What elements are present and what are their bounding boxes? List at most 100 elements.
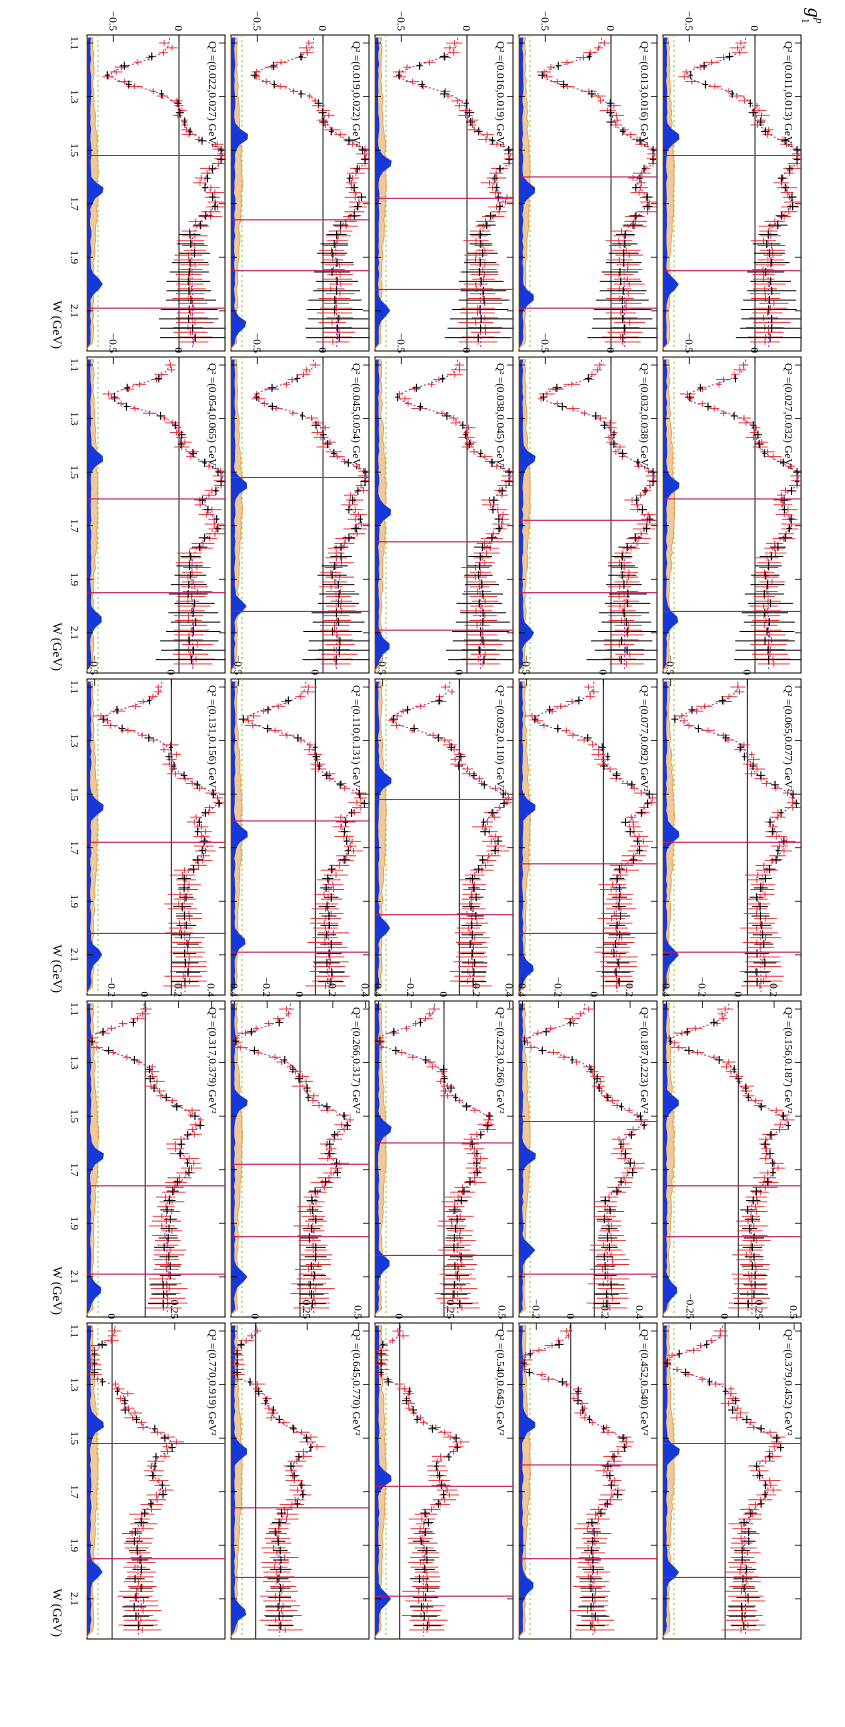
y-tick-label: 0 [437, 992, 449, 998]
panel-q2-label: Q² =(0.156,0.187) GeV² [782, 1007, 794, 1114]
panel-frame [662, 678, 802, 996]
systematic-band-blue [231, 37, 248, 349]
y-tick-label: 0.2 [326, 983, 338, 997]
y-tick-label: 0.5 [352, 1305, 364, 1319]
y-tick-label: −0.5 [682, 11, 694, 31]
x-tick-label: 1.5 [68, 787, 80, 801]
x-tick-label: 1.9 [68, 250, 80, 264]
systematic-band-blue [519, 1325, 536, 1637]
systematic-band-blue [663, 359, 680, 671]
y-tick-label: 0 [596, 670, 608, 676]
y-tick-label: 0 [172, 26, 184, 32]
panel-frame [230, 1322, 370, 1640]
y-tick-label: −0.5 [106, 333, 118, 353]
y-tick-label: 0 [293, 992, 305, 998]
y-tick-label: 0.25 [444, 1300, 456, 1320]
y-tick-label: 0 [172, 348, 184, 354]
model-curve [89, 1003, 202, 1315]
x-tick-label: 1.5 [68, 465, 80, 479]
y-tick-label: 0 [316, 348, 328, 354]
x-tick-label: 1.3 [68, 90, 80, 104]
x-tick-label: 2.1 [68, 948, 80, 962]
y-tick-label: 0 [731, 992, 743, 998]
y-tick-label: 0 [308, 670, 320, 676]
y-tick-label: 0 [249, 1314, 261, 1320]
y-tick-label: −0.5 [538, 333, 550, 353]
panel-q2-label: Q² =(0.022,0.027) GeV² [206, 41, 218, 148]
panel: Q² =(0.013,0.016) GeV² 0 −0.5 [518, 11, 658, 352]
systematic-band-blue [519, 681, 536, 993]
y-tick-label: −0.4 [227, 977, 239, 997]
y-tick-label: −0.25 [684, 1294, 696, 1320]
panel-q2-label: Q² =(0.223,0.266) GeV² [494, 1007, 506, 1114]
panel-frame [86, 678, 226, 996]
systematic-band-blue [231, 1325, 247, 1637]
y-tick-label: −0.2 [404, 977, 416, 997]
panel: Q² =(0.645,0.770) GeV² 0.5 0.25 0 [230, 1300, 370, 1640]
y-tick-label: 0 [740, 670, 752, 676]
y-tick-label: 0 [452, 670, 464, 676]
panel-q2-label: Q² =(0.027,0.032) GeV² [782, 363, 794, 470]
y-tick-label: 0 [316, 26, 328, 32]
panel: Q² =(0.045,0.054) GeV² 0 −0.5 [230, 333, 370, 674]
y-tick-label: −0.5 [394, 11, 406, 31]
model-curve [378, 1325, 458, 1637]
x-tick-label: 1.7 [68, 519, 80, 533]
panel-q2-label: Q² =(0.379,0.452) GeV² [782, 1329, 794, 1436]
panel-q2-label: Q² =(0.032,0.038) GeV² [638, 363, 650, 470]
y-tick-label: 0 [604, 348, 616, 354]
panel: Q² =(0.065,0.077) GeV² 0 −0.5 [662, 655, 802, 996]
panel: Q² =(0.038,0.045) GeV² 0 −0.5 [374, 333, 514, 674]
panel-q2-label: Q² =(0.540,0.645) GeV² [494, 1329, 506, 1436]
panel-q2-label: Q² =(0.645,0.770) GeV² [350, 1329, 362, 1436]
panel-q2-label: Q² =(0.452,0.540) GeV² [638, 1329, 650, 1436]
y-tick-label: −0.5 [232, 655, 244, 675]
y-tick-label: −0.2 [529, 1299, 541, 1319]
panel-frame [374, 356, 514, 674]
y-tick-label: 0 [564, 1314, 576, 1320]
panel-q2-label: Q² =(0.013,0.016) GeV² [638, 41, 650, 148]
panel-frame [662, 1000, 802, 1318]
panel: Q² =(0.032,0.038) GeV² 0 −0.5 [518, 333, 658, 674]
y-tick-label: −0.5 [106, 11, 118, 31]
x-tick-label: 1.9 [68, 894, 80, 908]
systematic-band-blue [375, 37, 392, 349]
model-curve [234, 1325, 314, 1637]
x-tick-label: 1.1 [68, 358, 80, 372]
systematic-band-blue [663, 1003, 679, 1315]
y-tick-label: 0 [748, 348, 760, 354]
y-tick-label: 0 [604, 26, 616, 32]
y-tick-label: −0.5 [538, 11, 550, 31]
x-tick-label: 1.5 [68, 143, 80, 157]
panel-q2-label: Q² =(0.131,0.156) GeV² [206, 685, 218, 792]
panel-q2-label: Q² =(0.092,0.110) GeV² [494, 685, 506, 792]
y-tick-label: 0.2 [470, 983, 482, 997]
panel-q2-label: Q² =(0.110,0.131) GeV² [350, 685, 362, 792]
systematic-band-blue [87, 1003, 104, 1315]
y-tick-label: 0.25 [300, 1300, 312, 1320]
y-tick-label: 0.5 [787, 1305, 799, 1319]
panel-q2-label: Q² =(0.187,0.223) GeV² [638, 1007, 650, 1114]
x-axis-title: W (GeV) [50, 623, 65, 672]
model-curve [233, 1003, 348, 1315]
y-tick-label: 0.4 [359, 983, 371, 997]
x-tick-label: 1.1 [68, 680, 80, 694]
y-tick-label: 0.4 [633, 1305, 645, 1319]
y-tick-label: 0.2 [598, 1305, 610, 1319]
systematic-band-blue [519, 37, 536, 349]
y-tick-label: 0 [460, 26, 472, 32]
panel: Q² =(0.027,0.032) GeV² 0 −0.5 [662, 333, 802, 674]
y-tick-label: 0.4 [503, 983, 515, 997]
y-tick-label: 0 [718, 1314, 730, 1320]
panel-q2-label: Q² =(0.045,0.054) GeV² [350, 363, 362, 470]
y-tick-label: −0.2 [695, 977, 707, 997]
panel-q2-label: Q² =(0.065,0.077) GeV² [782, 685, 794, 792]
panel-frame [518, 678, 658, 996]
x-tick-label: 2.1 [68, 304, 80, 318]
model-curve [665, 1325, 780, 1637]
systematic-band-blue [231, 681, 248, 993]
